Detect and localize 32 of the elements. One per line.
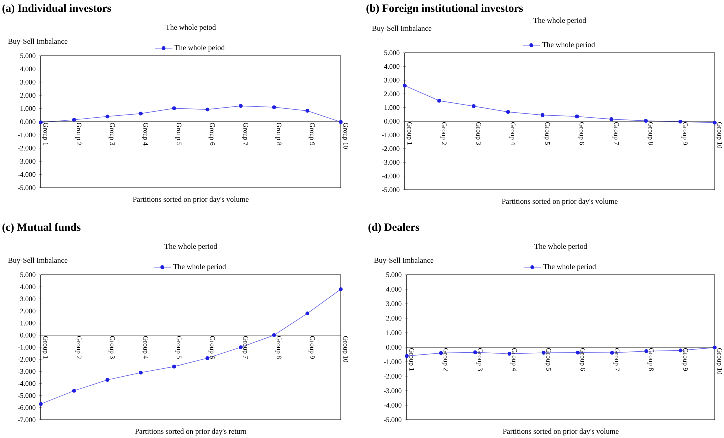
chart-title: (b) Foreign institutional investors (366, 4, 524, 14)
point (339, 288, 343, 292)
point (106, 378, 110, 382)
point (206, 108, 210, 112)
point (272, 334, 276, 338)
point (678, 120, 682, 124)
point (403, 84, 407, 88)
point (139, 112, 143, 116)
point (610, 118, 614, 122)
point (139, 370, 143, 375)
point (206, 356, 210, 360)
point (172, 106, 176, 110)
point (306, 312, 310, 316)
point (713, 346, 717, 350)
point (239, 104, 243, 108)
point (339, 120, 343, 124)
point (72, 118, 76, 122)
point (306, 109, 310, 113)
point (438, 99, 442, 103)
point (39, 402, 43, 406)
point (72, 389, 76, 393)
point (575, 114, 580, 119)
chart-title: (a) Individual investors (2, 4, 112, 14)
point (172, 364, 176, 369)
point (644, 119, 648, 123)
point (272, 106, 276, 110)
chart-title: (d) Dealers (368, 223, 420, 234)
point (472, 104, 476, 108)
point (506, 110, 510, 114)
chart-title: (c) Mutual funds (2, 223, 81, 234)
point (540, 113, 545, 118)
point (106, 114, 110, 119)
